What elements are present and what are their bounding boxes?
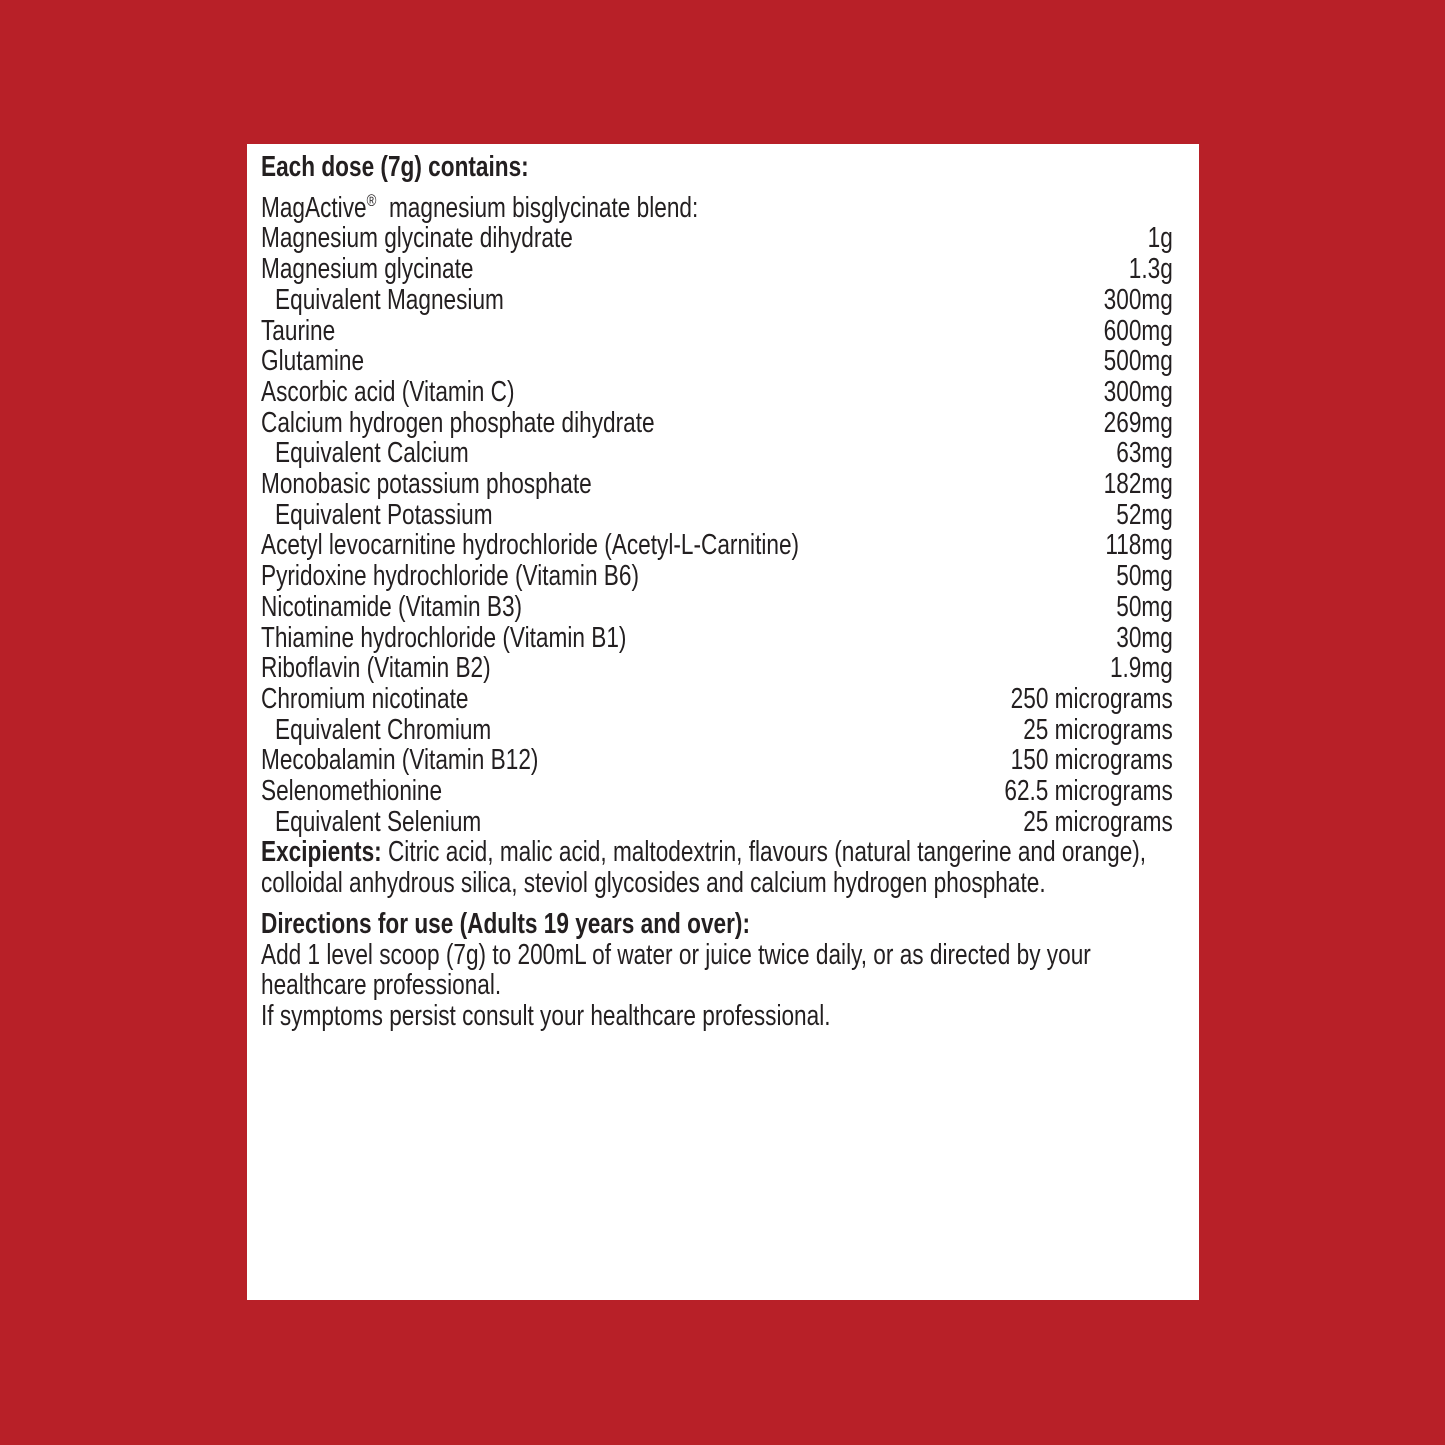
ingredient-name: Equivalent Magnesium [275, 283, 504, 316]
ingredient-row: Thiamine hydrochloride (Vitamin B1) 30mg [261, 621, 1173, 654]
ingredient-name: Equivalent Chromium [275, 713, 492, 746]
ingredient-amount: 52mg [1116, 498, 1173, 531]
label-text: Each dose (7g) contains: MagActive® magn… [261, 150, 1173, 1032]
ingredient-name: Equivalent Calcium [275, 437, 469, 470]
ingredient-amount: 25 micrograms [1023, 713, 1173, 746]
ingredient-name: Riboflavin (Vitamin B2) [261, 652, 491, 685]
ingredient-name: Mecobalamin (Vitamin B12) [261, 744, 539, 777]
blend-line: MagActive® magnesium bisglycinate blend: [261, 190, 1173, 224]
ingredient-name: Pyridoxine hydrochloride (Vitamin B6) [261, 560, 640, 593]
directions-heading: Directions for use (Adults 19 years and … [261, 907, 750, 940]
ingredient-row: Magnesium glycinate 1.3g [261, 254, 1173, 285]
ingredient-row: Mecobalamin (Vitamin B12) 150 micrograms [261, 745, 1173, 776]
ingredient-row: Pyridoxine hydrochloride (Vitamin B6) 50m… [261, 561, 1173, 592]
ingredient-name: Ascorbic acid (Vitamin C) [261, 375, 515, 408]
ingredient-name: Selenomethionine [261, 775, 443, 808]
ingredient-amount: 118mg [1105, 529, 1173, 562]
ingredient-row: Taurine 600mg [261, 314, 1173, 347]
ingredient-row: Equivalent Potassium 52mg [261, 500, 1173, 531]
ingredient-name: Acetyl levocarnitine hydrochloride (Acet… [261, 529, 800, 562]
registered-mark: ® [366, 190, 377, 210]
ingredient-name: Calcium hydrogen phosphate dihydrate [261, 406, 655, 439]
ingredient-amount: 50mg [1116, 590, 1173, 623]
ingredient-row: Monobasic potassium phosphate 182mg [261, 469, 1173, 500]
ingredient-row: Nicotinamide (Vitamin B3) 50mg [261, 592, 1173, 623]
ingredient-name: Taurine [261, 314, 336, 347]
ingredient-amount: 182mg [1103, 468, 1173, 501]
ingredient-name: Glutamine [261, 345, 365, 378]
ingredient-name: Magnesium glycinate dihydrate [261, 222, 573, 255]
ingredient-row: Acetyl levocarnitine hydrochloride (Acet… [261, 530, 1173, 561]
ingredient-row: Calcium hydrogen phosphate dihydrate 269m… [261, 406, 1173, 439]
ingredient-amount: 150 micrograms [1010, 744, 1173, 777]
ingredient-name: Nicotinamide (Vitamin B3) [261, 590, 523, 623]
ingredient-amount: 1.9mg [1109, 652, 1173, 685]
excipients-text: Citric acid, malic acid, maltodextrin, f… [261, 836, 1147, 900]
ingredient-row: Magnesium glycinate dihydrate 1g [261, 223, 1173, 254]
ingredient-row: Equivalent Selenium 25 micrograms [261, 807, 1173, 838]
warning-text: If symptoms persist consult your healthc… [261, 999, 831, 1032]
ingredient-amount: 63mg [1116, 437, 1173, 470]
ingredient-amount: 269mg [1103, 406, 1173, 439]
ingredient-name: Equivalent Selenium [275, 805, 482, 838]
ingredients-list: Magnesium glycinate dihydrate 1g Magnesium… [261, 223, 1173, 837]
ingredient-amount: 50mg [1116, 560, 1173, 593]
ingredient-amount: 600mg [1103, 314, 1173, 347]
ingredient-row: Equivalent Chromium 25 micrograms [261, 713, 1173, 746]
ingredient-name: Chromium nicotinate [261, 682, 469, 715]
ingredient-name: Thiamine hydrochloride (Vitamin B1) [261, 621, 627, 654]
ingredient-amount: 62.5 micrograms [1004, 775, 1173, 808]
excipients: Excipients: Citric acid, malic acid, mal… [261, 837, 1150, 898]
ingredient-amount: 1g [1147, 222, 1173, 255]
ingredient-row: Chromium nicotinate 250 micrograms [261, 684, 1173, 715]
label-panel: Each dose (7g) contains: MagActive® magn… [247, 144, 1199, 1300]
ingredient-row: Selenomethionine 62.5 micrograms [261, 776, 1173, 807]
ingredient-row: Riboflavin (Vitamin B2) 1.9mg [261, 653, 1173, 684]
ingredient-amount: 25 micrograms [1023, 805, 1173, 838]
brand-name: MagActive [261, 191, 367, 224]
ingredient-name: Magnesium glycinate [261, 253, 474, 286]
ingredient-amount: 250 micrograms [1010, 682, 1173, 715]
blend-text: magnesium bisglycinate blend: [376, 191, 699, 224]
directions-text: Add 1 level scoop (7g) to 200mL of water… [261, 938, 1091, 1002]
ingredient-amount: 500mg [1103, 345, 1173, 378]
dose-heading: Each dose (7g) contains: [261, 151, 529, 183]
excipients-label: Excipients: [261, 836, 382, 869]
ingredient-amount: 30mg [1116, 621, 1173, 654]
ingredient-amount: 300mg [1103, 283, 1173, 316]
ingredient-amount: 1.3g [1128, 253, 1173, 286]
ingredient-row: Ascorbic acid (Vitamin C) 300mg [261, 377, 1173, 408]
ingredient-row: Equivalent Magnesium 300mg [261, 285, 1173, 316]
ingredient-row: Glutamine 500mg [261, 346, 1173, 377]
ingredient-name: Monobasic potassium phosphate [261, 468, 592, 501]
ingredient-amount: 300mg [1103, 375, 1173, 408]
ingredient-row: Equivalent Calcium 63mg [261, 438, 1173, 469]
ingredient-name: Equivalent Potassium [275, 498, 493, 531]
